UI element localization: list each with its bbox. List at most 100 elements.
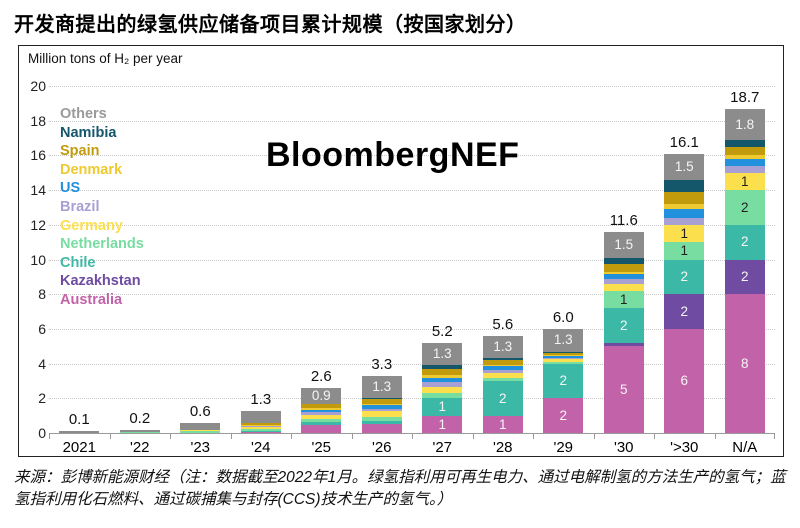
gridline [49,328,775,330]
bar-segment-us [301,409,342,413]
axis-tick [593,434,595,439]
bar-segment-chile: 2 [603,308,644,343]
bar-segment-label: 2 [498,390,507,406]
x-tick-label: '30 [613,439,634,456]
gridline [49,120,775,122]
bar-segment-chile: 2 [724,224,765,260]
x-axis-baseline [49,433,775,434]
bar-segment-us [603,274,644,280]
bar-stack: 2 2 1.3 [543,328,584,433]
bar-segment-denmark [361,404,402,406]
bar-segment-netherlands [119,431,160,433]
bar-segment-australia: 1 [422,415,463,433]
bar-segment-germany [603,283,644,291]
bar-segment-germany [240,427,281,430]
bar-segment-label: 1 [680,225,688,241]
bar-segment-others: 1.8 [724,108,765,140]
bar-segment-others [180,422,221,430]
bar-segment-label: 2 [740,269,749,285]
legend-item-brazil: Brazil [60,198,100,215]
bar-segment-spain [240,422,281,426]
bar-total-label: 3.3 [371,355,393,373]
bar-segment-label: 0.9 [311,388,331,403]
bar-segment-denmark [422,374,463,378]
bar-total-label: 2.6 [310,367,332,385]
bar-segment-us [543,355,584,358]
x-tick-label: '26 [371,439,392,456]
bar-stack: 0.9 [301,387,342,433]
gridline [49,398,775,400]
x-tick-label: '27 [432,439,453,456]
bar-segment-australia: 5 [603,346,644,433]
y-tick-label: 4 [38,355,46,372]
bar-segment-netherlands [180,430,221,433]
bar-segment-others [119,429,160,432]
legend-item-australia: Australia [60,291,123,308]
bar-segment-chile: 2 [482,380,523,416]
bar-segment-label: 1 [498,416,507,432]
bar-column: 0.1 [49,86,110,433]
bar-segment-denmark [724,154,765,159]
gridline [49,155,775,157]
bar-segment-label: 2 [740,199,749,215]
legend-item-netherlands: Netherlands [60,236,144,253]
bar-segment-spain [603,263,644,272]
bar-stack [59,431,100,433]
bar-segment-us [361,405,402,409]
bar-segment-australia: 2 [543,398,584,433]
bar-segment-netherlands [361,417,402,421]
bar-segment-label: 1.3 [493,339,513,355]
bar-segment-label: 1 [740,173,749,189]
bar-segment-denmark [482,364,523,367]
bar-segment-brazil [361,408,402,412]
bar-segment-netherlands [543,361,584,364]
bar-segment-label: 6 [680,373,688,389]
bar-stack: 1 2 1.3 [482,335,523,433]
bar-segment-spain [301,403,342,408]
bar-segment-spain [422,368,463,375]
bar-segment-others [59,431,100,433]
bar-segment-chile [361,420,402,425]
axis-tick [533,434,534,439]
bar-segment-denmark [301,407,342,410]
bar-stack: 5 2 1 1.5 [603,231,644,433]
bar-segment-denmark [543,354,584,356]
bar-segment-others [240,410,281,423]
bar-segment-denmark [603,271,644,275]
bar-segment-label: 1.3 [432,346,452,362]
bar-segment-others: 1.3 [543,328,584,352]
bar-stack [119,429,160,433]
bar-segment-chile: 1 [422,398,463,416]
bar-segment-australia: 6 [664,328,705,433]
bar-segment-australia: 8 [724,294,765,433]
axis-tick [291,434,292,439]
bar-segment-chile [240,430,281,432]
bar-segment-brazil [301,412,342,415]
bar-segment-netherlands [482,377,523,381]
bar-segment-brazil [543,357,584,360]
legend-item-spain: Spain [60,143,100,160]
bar-total-label: 5.6 [492,315,514,333]
y-tick-label: 0 [38,425,46,441]
bar-segment-netherlands [240,429,281,431]
y-tick-label: 14 [30,182,46,199]
bar-total-label: 6.0 [552,308,574,326]
source-note: 来源：彭博新能源财经（注：数据截至2022年1月。绿氢指利用可再生电力、通过电解… [14,469,786,509]
bar-total-label: 0.2 [129,409,151,427]
bar-segment-us [724,158,765,166]
legend-item-us: US [60,180,81,197]
bar-segment-label: 1 [438,399,446,415]
bar-segment-kazakhstan [603,342,644,347]
bar-column: 0.6 [170,86,231,433]
bar-segment-brazil [422,381,463,388]
bar-segment-others: 1.5 [664,153,705,180]
bar-segment-netherlands: 1 [664,242,705,260]
bar-column: 6.0 2 2 1.3 [533,86,594,433]
x-tick-label: '24 [250,439,271,456]
bar-segment-germany [543,359,584,362]
x-tick-label: 2021 [62,439,96,456]
bar-segment-label: 8 [740,355,749,371]
bar-column: 16.1 6 2 2 1 1 1.5 [654,86,715,433]
bar-segment-netherlands: 2 [724,190,765,225]
bar-segment-us [422,377,463,382]
